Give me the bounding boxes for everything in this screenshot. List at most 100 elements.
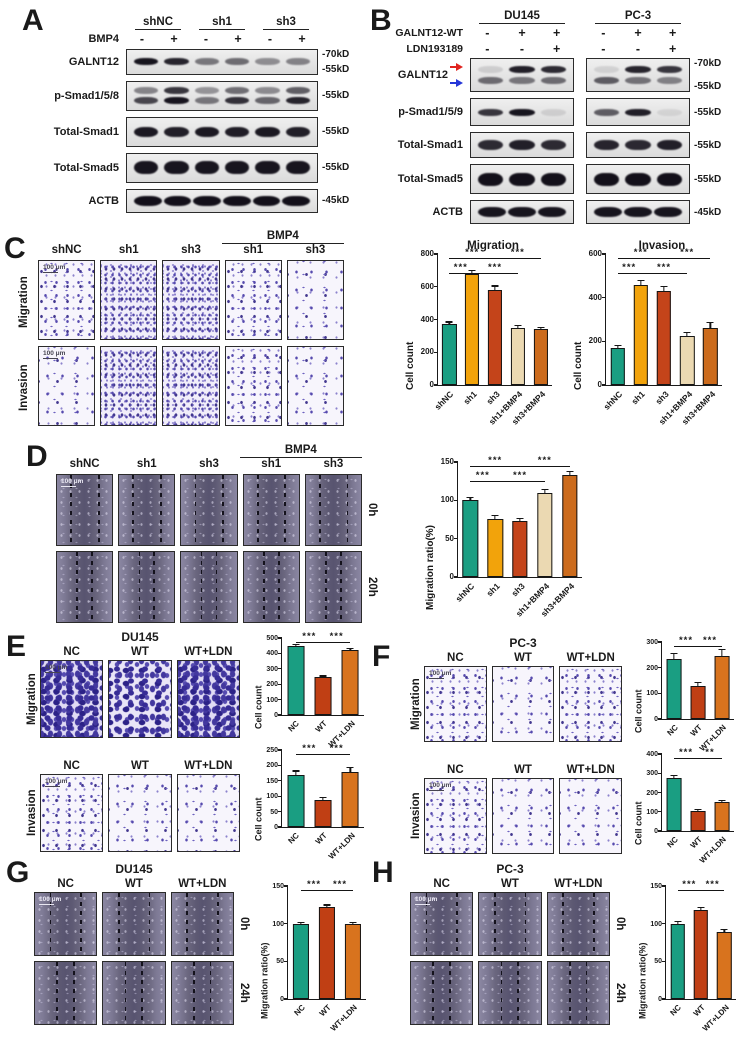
- invasion-bar-chart: Cell count 0 100 200 300 400 *** ** NC WT WT+LDN: [632, 748, 734, 865]
- mw-marker: -55kD: [322, 126, 350, 137]
- row-label-20h: 20h: [366, 577, 378, 597]
- transwell-image-invasion-wtldn: [559, 778, 623, 854]
- bmp4-group-line: BMP4: [38, 230, 344, 244]
- row-label-migration: Migration: [26, 673, 38, 725]
- protein-label: p-Smad1/5/9: [398, 106, 463, 118]
- transwell-image-migration-sh1-bmp4: [224, 260, 282, 340]
- col-header: WT: [131, 646, 149, 658]
- wound-image-24h-wtldn: [546, 961, 610, 1025]
- protein-label: ACTB: [432, 206, 463, 218]
- transwell-image-migration-wt: [491, 666, 555, 742]
- mw-marker: -45kD: [322, 195, 350, 206]
- mw-marker: -70kD: [322, 48, 350, 60]
- migration-bar-chart: Cell count 0 100 200 300 400 500 *** *** NC WT WT+L…: [252, 632, 364, 749]
- panel-h-letter: H: [372, 856, 394, 889]
- blot-row-actb: ACTB -45kD: [30, 188, 364, 213]
- transwell-image-invasion-sh1: [100, 346, 158, 426]
- col-header: sh1: [118, 244, 139, 256]
- col-header: sh1: [136, 458, 157, 470]
- western-blot-image-pc3: [586, 200, 690, 224]
- panel-d-letter: D: [26, 440, 48, 473]
- col-header: sh3: [199, 458, 219, 470]
- treatment-label: LDN193189: [406, 42, 463, 55]
- migration-ratio-chart: Migration ratio(%) 0 50 100 150 *** *** NC WT WT+…: [636, 880, 736, 1038]
- wound-image-24h-wt: [102, 961, 166, 1025]
- col-header: WT+LDN: [178, 878, 227, 890]
- transwell-image-migration-wtldn: [559, 666, 623, 742]
- blot-group-header-row: shNC sh1 sh3: [30, 16, 364, 30]
- transwell-image-invasion-wt: [491, 778, 555, 854]
- transwell-image-migration-sh3-bmp4: [286, 260, 345, 340]
- protein-label: GALNT12: [68, 55, 119, 68]
- transwell-image-invasion-wt: [108, 774, 172, 852]
- wound-image-0h-sh1: [118, 474, 176, 546]
- panel-c-letter: C: [4, 232, 26, 265]
- plus-minus: +: [518, 26, 526, 40]
- transwell-image-migration-wt: [108, 660, 172, 738]
- col-header: WT+LDN: [566, 652, 615, 664]
- western-blot-image-pc3: [586, 98, 690, 126]
- transwell-image-invasion-shnc: 100 μm: [38, 346, 96, 426]
- panel-a-letter: A: [22, 4, 44, 37]
- protein-label: GALNT12: [397, 69, 448, 81]
- mw-marker: -55kD: [694, 106, 722, 118]
- transwell-image-migration-shnc: 100 μm: [38, 260, 96, 340]
- protein-label: Total-Smad5: [53, 161, 119, 174]
- protein-label: Total-Smad1: [397, 139, 463, 151]
- cell-line-title: DU145: [115, 862, 153, 876]
- plus-minus: -: [139, 32, 145, 46]
- col-header: WT: [501, 878, 519, 890]
- col-header: NC: [447, 652, 464, 664]
- treatment-row-galnt12wt: GALNT12-WT - + + - + +: [368, 27, 736, 40]
- col-header: WT: [131, 760, 149, 772]
- western-blot-image: [126, 80, 318, 111]
- panel-d: D BMP4 shNC sh1 sh3 sh1 sh3 100 μm: [4, 442, 736, 630]
- protein-label: Total-Smad1: [53, 125, 119, 138]
- cell-line-title: DU145: [121, 630, 159, 644]
- col-header: NC: [63, 646, 80, 658]
- western-blot-image-pc3: [586, 58, 690, 92]
- transwell-image-invasion-sh3: [162, 346, 220, 426]
- row-label-0h: 0h: [614, 917, 626, 931]
- wound-image-0h-wt: [102, 892, 166, 956]
- col-header: WT+LDN: [184, 760, 233, 772]
- mw-marker: -55kD: [694, 139, 722, 151]
- blot-row-totalsmad1: Total-Smad1 -55kD: [30, 116, 364, 147]
- transwell-image-migration-nc: 100 μm: [424, 666, 487, 742]
- plus-minus: -: [519, 41, 525, 56]
- plus-minus: +: [234, 32, 242, 46]
- panel-b: B DU145 PC-3 GALNT12-WT - + +: [368, 4, 736, 228]
- row-label-0h: 0h: [366, 503, 378, 517]
- col-header: sh3: [323, 458, 344, 470]
- col-header: NC: [433, 878, 450, 890]
- scale-bar: 100 μm: [415, 896, 437, 905]
- bmp4-group-label: BMP4: [239, 444, 362, 458]
- western-blot-image: [126, 152, 318, 183]
- mw-marker: -55kD: [322, 162, 350, 173]
- wound-image-0h-wtldn: [546, 892, 610, 956]
- wound-image-0h-wt: [478, 892, 542, 956]
- transwell-image-invasion-wtldn: [176, 774, 240, 852]
- panel-b-letter: B: [370, 4, 392, 37]
- scale-bar: 100 μm: [429, 782, 451, 791]
- col-header: sh1: [261, 458, 282, 470]
- transwell-image-invasion-nc: 100 μm: [40, 774, 104, 852]
- group-label-du145: DU145: [479, 10, 565, 24]
- mw-marker: -55kD: [694, 81, 722, 92]
- blot-row-totalsmad5: Total-Smad5 -55kD: [368, 164, 736, 194]
- scale-bar: 100 μm: [43, 350, 65, 359]
- row-label-migration: Migration: [410, 678, 422, 730]
- plus-minus: -: [267, 32, 273, 46]
- western-blot-image: [126, 48, 318, 75]
- invasion-bar-chart: Cell count 0 50 100 150 200 250 *** *** NC WT WT+LD…: [252, 744, 364, 861]
- cell-line-title: PC-3: [509, 636, 537, 650]
- panel-g-letter: G: [6, 856, 30, 889]
- transwell-image-migration-sh3: [162, 260, 220, 340]
- bmp4-group-label: BMP4: [221, 230, 344, 244]
- blot-row-psmad158: p-Smad1/5/8 -55kD: [30, 80, 364, 111]
- blot-row-totalsmad5: Total-Smad5 -55kD: [30, 152, 364, 183]
- panel-e-letter: E: [6, 630, 27, 663]
- migration-bar-chart: Migration Cell count 0 200 400 600 800 *** *** **…: [404, 240, 552, 432]
- western-blot-image: [126, 116, 318, 147]
- western-blot-image: [126, 188, 318, 213]
